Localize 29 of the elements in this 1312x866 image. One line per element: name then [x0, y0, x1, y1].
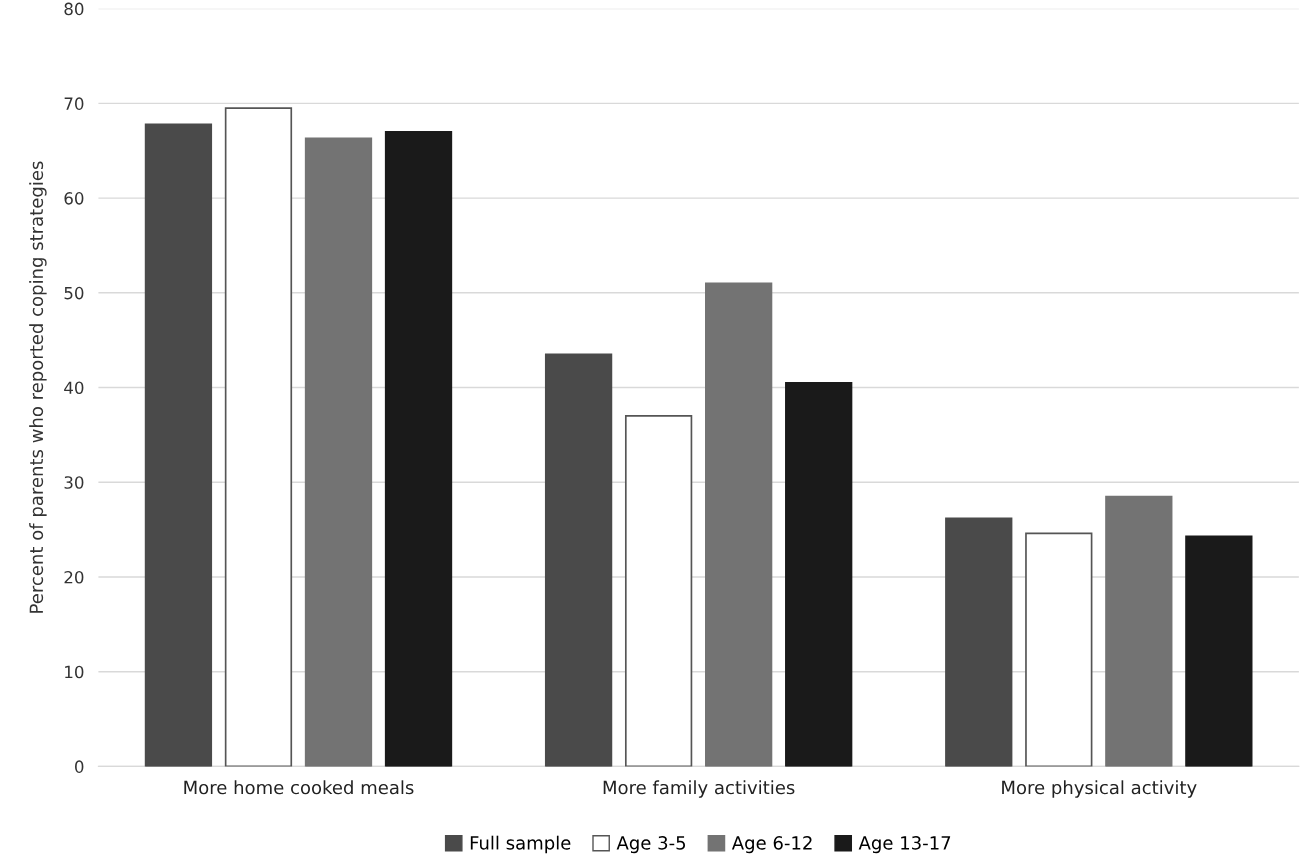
- x-tick-label: More home cooked meals: [184, 780, 414, 795]
- bar: [705, 282, 773, 767]
- y-tick-label: 50: [64, 286, 84, 300]
- y-tick-label: 0: [75, 760, 84, 773]
- y-tick-label: 60: [64, 192, 84, 205]
- y-tick-label: 20: [64, 570, 84, 584]
- y-tick-label: 70: [64, 97, 84, 110]
- bar: [384, 130, 453, 767]
- legend-label: Age 13-17: [858, 836, 951, 854]
- x-tick-label: More physical activity: [1002, 780, 1197, 798]
- bar: [785, 381, 853, 767]
- bar: [1105, 495, 1173, 767]
- bar: [945, 517, 1013, 767]
- legend-label: Age 3-5: [616, 836, 686, 854]
- x-tick-label: More family activities: [603, 780, 795, 798]
- bar: [224, 107, 293, 767]
- legend-label: Full sample: [470, 835, 571, 854]
- bar: [304, 137, 373, 767]
- bar: [144, 123, 213, 767]
- y-tick-label: 40: [64, 381, 84, 395]
- bar: [624, 415, 693, 767]
- bar: [544, 353, 613, 767]
- bar: [1025, 532, 1093, 767]
- legend-label: Age 6-12: [731, 836, 812, 854]
- y-tick-label: 80: [64, 2, 84, 16]
- bar: [1185, 535, 1253, 767]
- y-axis-title: Percent of parents who reported coping strategies: [29, 161, 47, 613]
- y-tick-label: 10: [65, 665, 84, 679]
- y-tick-label: 30: [64, 476, 84, 489]
